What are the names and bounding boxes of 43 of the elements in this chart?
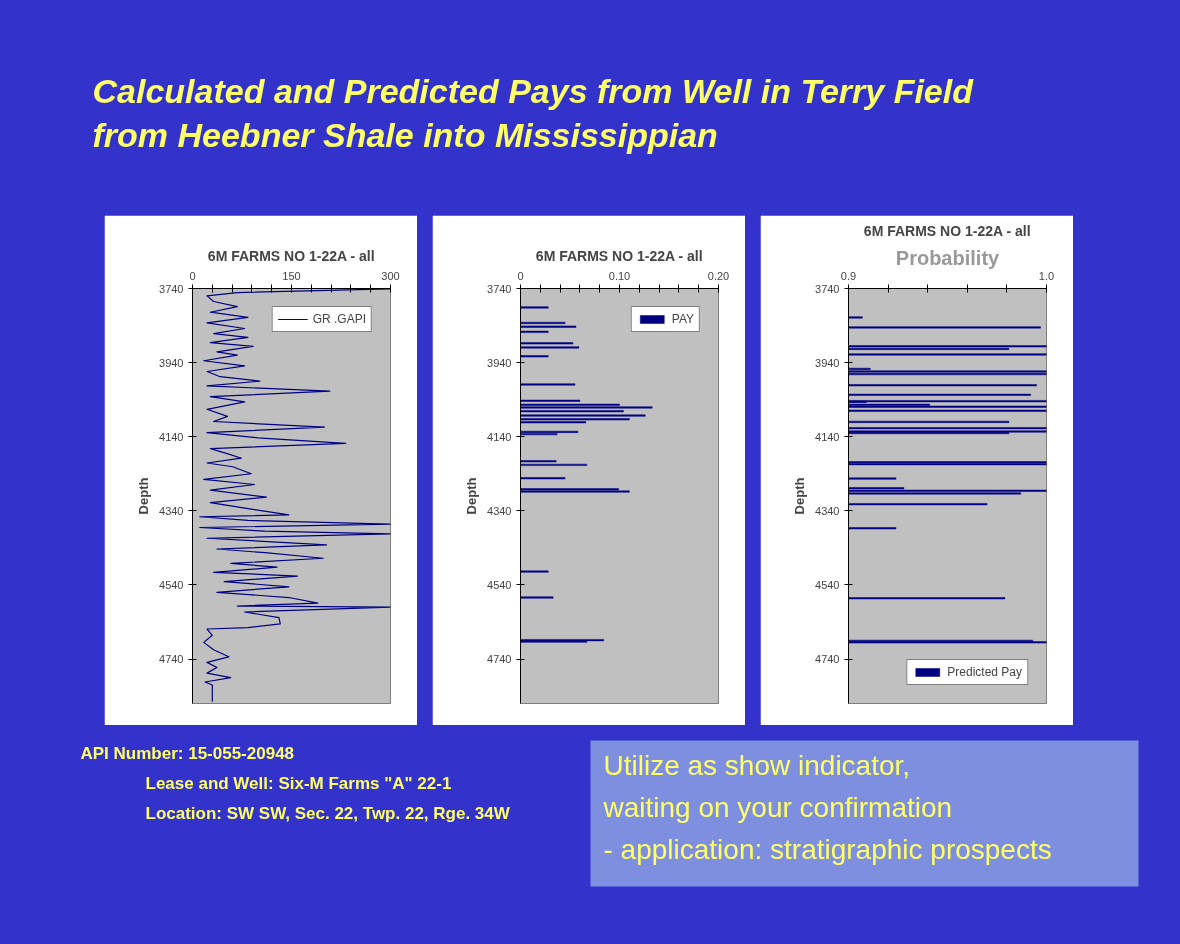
x-tick-label: 0.20 (707, 269, 730, 282)
y-tick-label: 4740 (815, 653, 840, 666)
y-tick-label: 4540 (159, 578, 184, 591)
x-tick-label: 1.0 (1038, 269, 1055, 282)
x-axis-title: Probability (895, 246, 1001, 269)
text: Location: SW SW, Sec. 22, Twp. 22, Rge. 34W (145, 804, 511, 823)
x-tick-label: 150 (282, 269, 301, 282)
y-axis-title: Depth (464, 477, 480, 515)
y-axis-title: Depth (136, 477, 152, 515)
y-tick-label: 4140 (487, 430, 512, 443)
x-tick-label: 0.10 (608, 269, 631, 282)
y-tick-label: 3740 (159, 282, 184, 295)
legend-label: Predicted Pay (947, 665, 1022, 679)
y-tick-label: 4340 (487, 504, 512, 517)
text: Calculated and Predicted Pays from Well in Terry Field from Heebner Shale into Mississippian (92, 71, 975, 154)
y-tick-label: 3940 (159, 356, 184, 369)
y-tick-label: 3740 (815, 282, 840, 295)
y-tick-label: 4340 (159, 504, 184, 517)
text: Lease and Well: Six-M Farms "A" 22-1 (145, 774, 452, 793)
legend-label: GR .GAPI (312, 312, 366, 326)
x-tick-label: 300 (381, 269, 400, 282)
text: Utilize as show indicator, (603, 750, 911, 781)
text: API Number: 15-055-20948 (80, 744, 295, 763)
y-tick-label: 3940 (815, 356, 840, 369)
x-tick-label: 0 (517, 269, 524, 282)
y-axis-title: Depth (792, 477, 808, 515)
y-tick-label: 4740 (159, 653, 184, 666)
chart-title: 6M FARMS NO 1-22A - all (863, 222, 1031, 239)
x-tick-label: 0.9 (840, 269, 857, 282)
y-tick-label: 4140 (159, 430, 184, 443)
y-tick-label: 3740 (487, 282, 512, 295)
y-tick-label: 4140 (815, 430, 840, 443)
y-tick-label: 4540 (815, 578, 840, 591)
legend-label: PAY (671, 312, 694, 326)
y-tick-label: 4540 (487, 578, 512, 591)
y-tick-label: 4740 (487, 653, 512, 666)
chart-title: 6M FARMS NO 1-22A - all (535, 247, 703, 264)
chart-title: 6M FARMS NO 1-22A - all (207, 247, 375, 264)
text: waiting on your confirmation (602, 792, 953, 823)
x-tick-label: 0 (189, 269, 196, 282)
text: - application: stratigraphic prospects (603, 834, 1052, 865)
y-tick-label: 3940 (487, 356, 512, 369)
y-tick-label: 4340 (815, 504, 840, 517)
